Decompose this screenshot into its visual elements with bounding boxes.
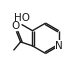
Text: N: N [55,41,63,51]
Text: O: O [12,21,20,31]
Text: HO: HO [14,13,30,23]
